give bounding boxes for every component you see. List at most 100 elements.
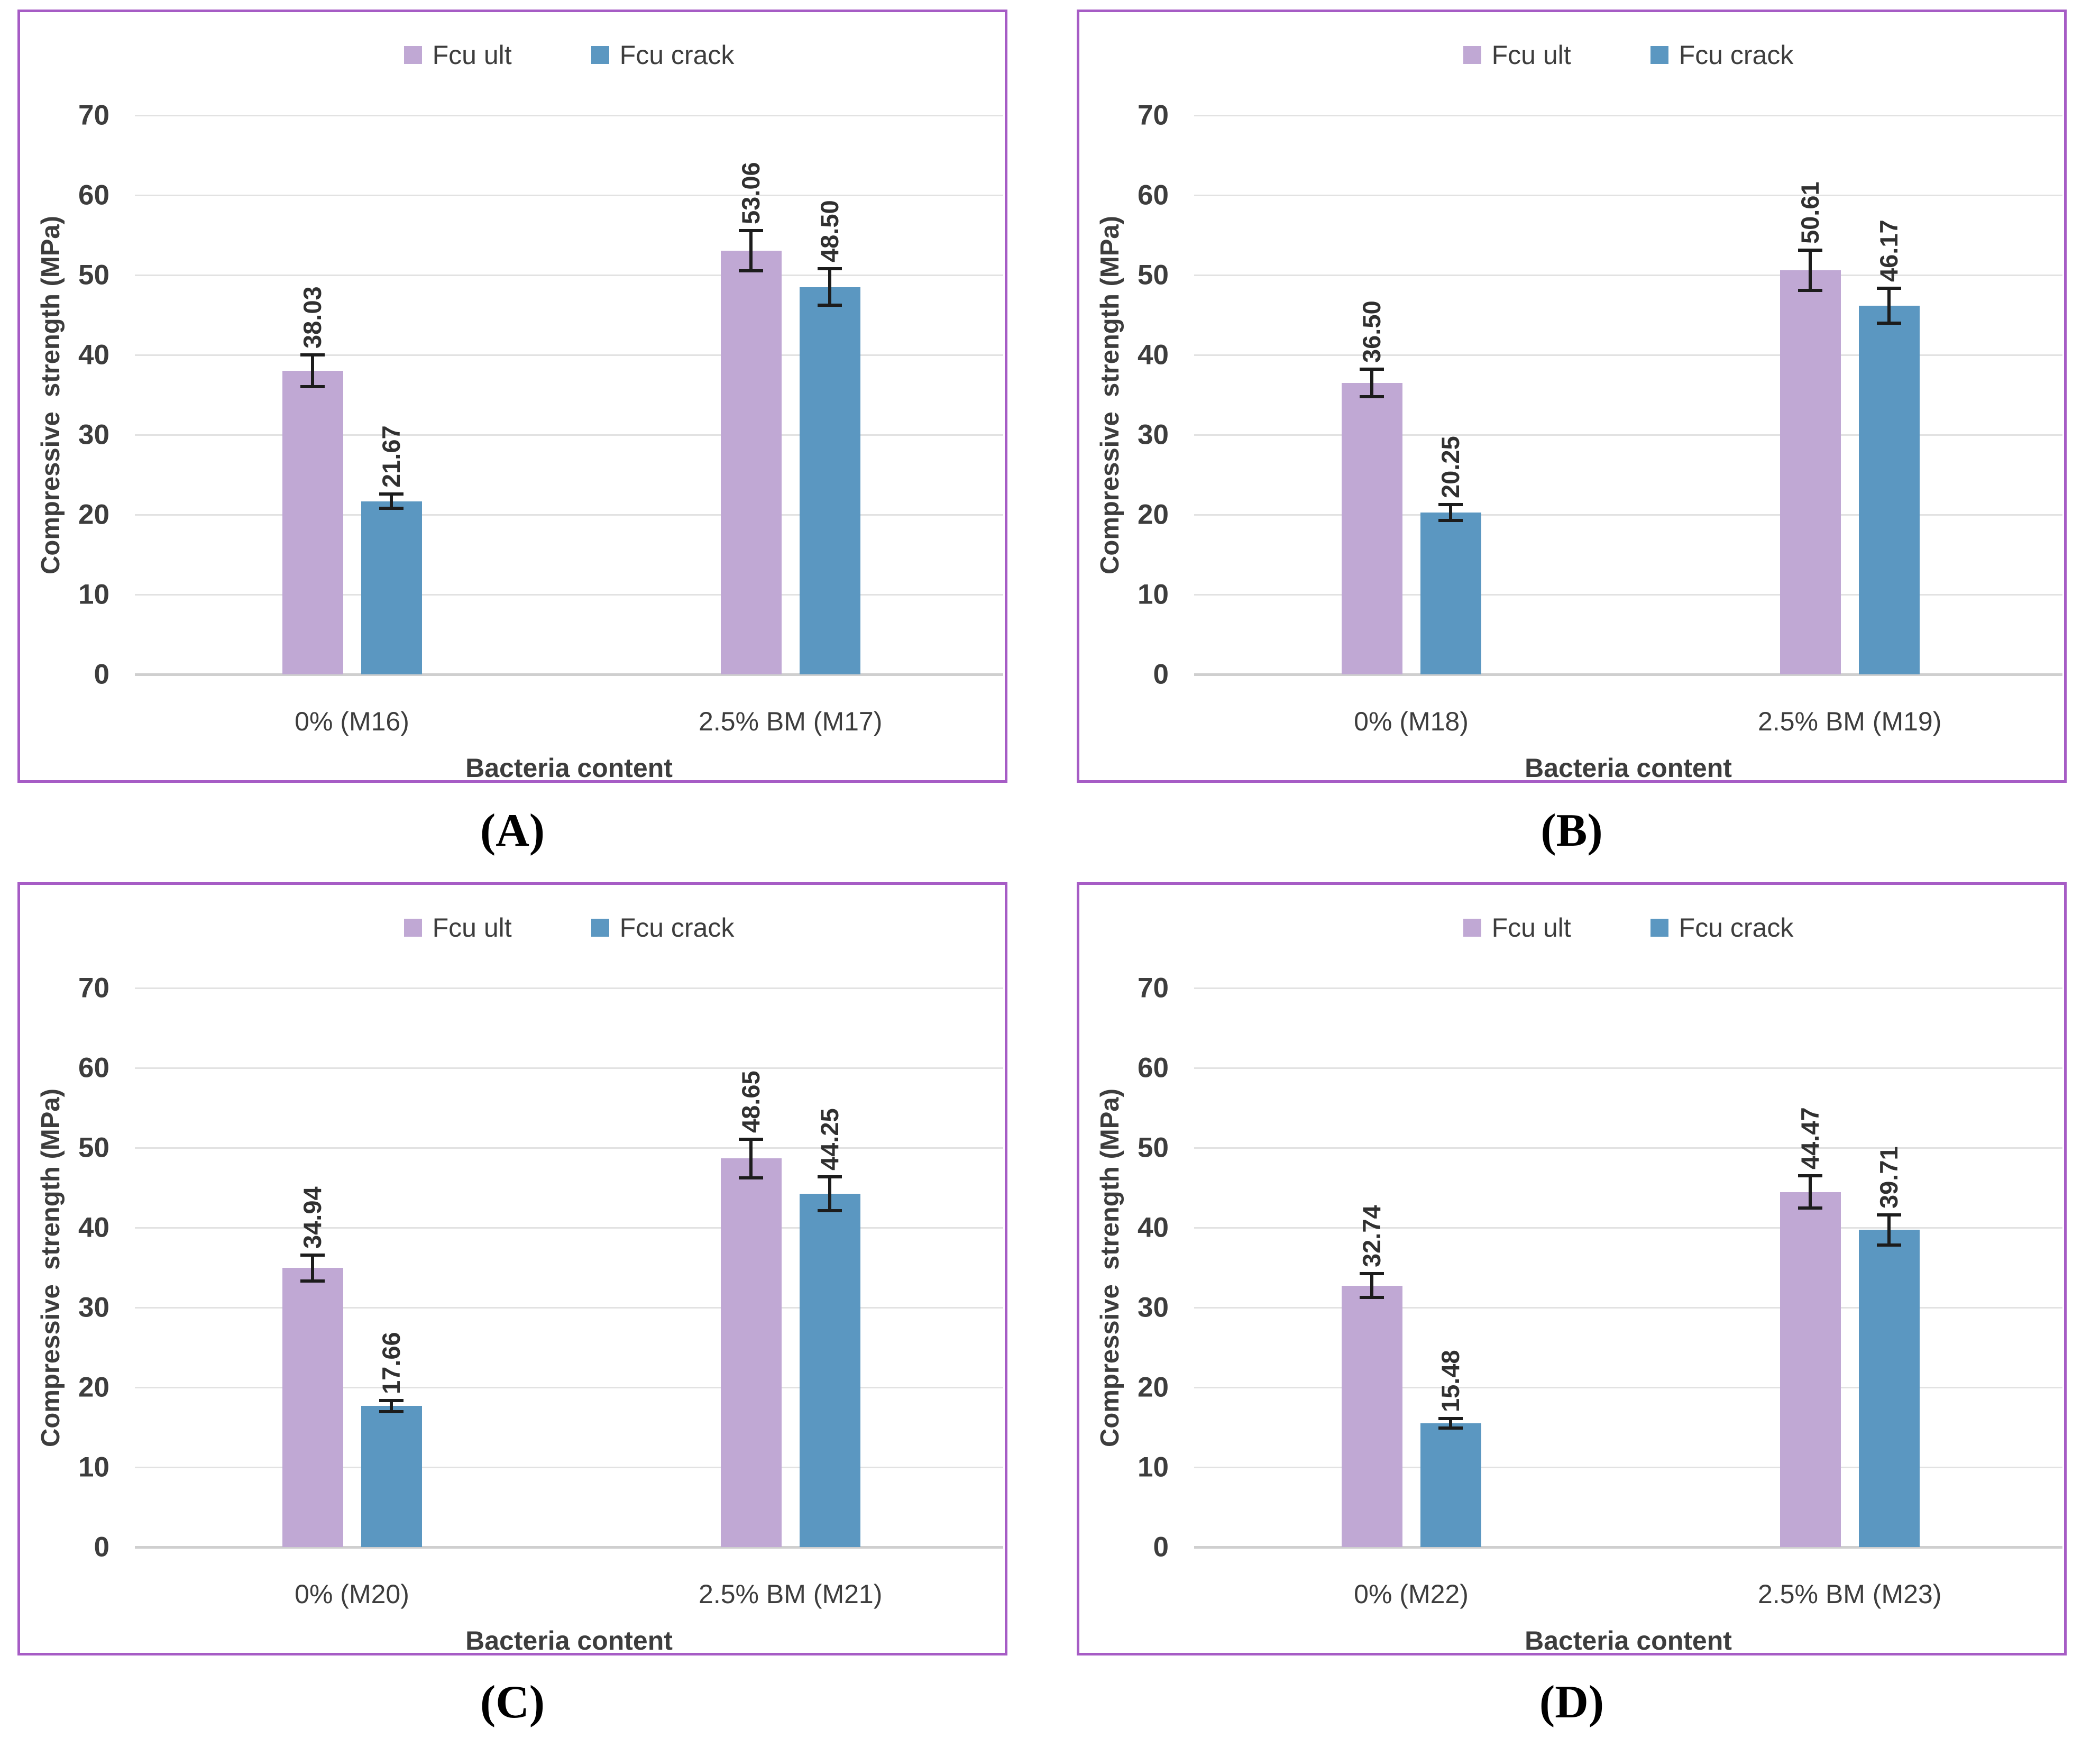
legend-swatch-fcu-ult-icon xyxy=(1463,46,1481,64)
gridline xyxy=(135,434,1003,436)
gridline xyxy=(135,115,1003,116)
gridline xyxy=(135,1467,1003,1468)
error-bar-cap-bottom xyxy=(300,1279,325,1283)
y-tick-label: 40 xyxy=(1138,1212,1169,1243)
y-tick-label: 70 xyxy=(78,972,109,1004)
bar-fcu-ult-0 xyxy=(282,370,343,674)
y-axis-title: Compressive strength (MPa) xyxy=(36,215,65,574)
chart-panel-a: Fcu ult Fcu crack 0 10 20 30 40 50 60 70 38.03 21.6… xyxy=(17,10,1007,783)
legend-label-fcu-crack: Fcu crack xyxy=(1679,40,1794,70)
error-bar-cap-bottom xyxy=(1798,288,1823,292)
bar-fcu-crack-1 xyxy=(1858,305,1920,674)
error-bar-cap-bottom xyxy=(818,304,842,307)
error-bar-cap-bottom xyxy=(1438,1426,1463,1430)
gridline xyxy=(135,1307,1003,1309)
y-tick-label: 0 xyxy=(94,1531,109,1563)
gridline xyxy=(1194,115,2062,116)
x-axis-title: Bacteria content xyxy=(465,753,673,783)
y-tick-label: 70 xyxy=(78,99,109,131)
gridline xyxy=(135,1227,1003,1229)
y-tick-label: 10 xyxy=(1138,579,1169,610)
y-tick-label: 60 xyxy=(1138,1052,1169,1084)
x-category-label-0: 0% (M22) xyxy=(1354,1579,1469,1609)
gridline xyxy=(1194,987,2062,989)
legend-item-fcu-ult: Fcu ult xyxy=(1463,40,1571,70)
error-bar-cap-top xyxy=(379,1398,404,1402)
y-tick-label: 20 xyxy=(78,499,109,530)
y-tick-label: 10 xyxy=(1138,1451,1169,1483)
error-bar-fcu-crack-0 xyxy=(1449,505,1452,521)
y-tick-label: 40 xyxy=(78,339,109,371)
x-category-label-1: 2.5% BM (M23) xyxy=(1758,1579,1942,1609)
error-bar-cap-top xyxy=(818,267,842,270)
bar-fcu-crack-0 xyxy=(361,1406,422,1547)
gridline xyxy=(1194,195,2062,196)
x-category-label-1: 2.5% BM (M21) xyxy=(699,1579,883,1609)
error-bar-fcu-ult-1 xyxy=(749,1139,753,1178)
error-bar-cap-top xyxy=(739,229,764,233)
bar-value-label-fcu-ult-1: 48.65 xyxy=(737,1071,765,1133)
y-tick-label: 40 xyxy=(1138,339,1169,371)
y-tick-label: 0 xyxy=(1153,1531,1169,1563)
y-tick-label: 30 xyxy=(78,419,109,451)
y-tick-label: 50 xyxy=(78,259,109,291)
gridline xyxy=(135,514,1003,516)
error-bar-cap-bottom xyxy=(818,1209,842,1212)
legend-label-fcu-crack: Fcu crack xyxy=(1679,913,1794,943)
error-bar-cap-top xyxy=(1360,368,1384,371)
error-bar-fcu-ult-1 xyxy=(1809,1176,1812,1208)
gridline xyxy=(135,195,1003,196)
bar-value-label-fcu-ult-0: 32.74 xyxy=(1358,1205,1386,1267)
legend: Fcu ult Fcu crack xyxy=(135,40,1003,70)
error-bar-fcu-ult-0 xyxy=(311,354,314,387)
bar-fcu-crack-1 xyxy=(1858,1230,1920,1547)
error-bar-fcu-ult-1 xyxy=(1809,250,1812,290)
y-tick-label: 60 xyxy=(78,179,109,211)
legend-swatch-fcu-crack-icon xyxy=(591,46,609,64)
bar-fcu-ult-1 xyxy=(720,250,782,674)
error-bar-fcu-crack-0 xyxy=(390,1400,393,1412)
x-axis-line xyxy=(135,1546,1003,1549)
x-category-label-0: 0% (M18) xyxy=(1354,707,1469,736)
legend-swatch-fcu-ult-icon xyxy=(1463,919,1481,937)
caption-c: (C) xyxy=(480,1677,545,1728)
gridline xyxy=(1194,434,2062,436)
gridline xyxy=(135,1067,1003,1069)
caption-d: (D) xyxy=(1539,1677,1604,1728)
gridline xyxy=(1194,514,2062,516)
legend-swatch-fcu-crack-icon xyxy=(1650,46,1668,64)
y-tick-label: 10 xyxy=(78,579,109,610)
legend: Fcu ult Fcu crack xyxy=(1194,912,2062,943)
error-bar-fcu-ult-0 xyxy=(1370,1273,1373,1298)
chart-panel-d: Fcu ult Fcu crack 0 10 20 30 40 50 60 70 32.74 15.4… xyxy=(1077,882,2067,1655)
gridline xyxy=(1194,1067,2062,1069)
bar-value-label-fcu-crack-1: 44.25 xyxy=(815,1108,844,1171)
error-bar-cap-top xyxy=(1438,1417,1463,1421)
x-axis-title: Bacteria content xyxy=(1525,753,1732,783)
gridline xyxy=(135,354,1003,356)
legend-swatch-fcu-crack-icon xyxy=(591,919,609,937)
error-bar-fcu-crack-1 xyxy=(828,1177,832,1211)
legend-label-fcu-crack: Fcu crack xyxy=(619,40,735,70)
y-axis-title: Compressive strength (MPa) xyxy=(36,1088,65,1447)
bar-fcu-crack-0 xyxy=(1420,1423,1481,1547)
error-bar-cap-bottom xyxy=(1798,1206,1823,1210)
bar-fcu-crack-0 xyxy=(1420,513,1481,674)
error-bar-cap-top xyxy=(739,1138,764,1141)
gridline xyxy=(1194,354,2062,356)
bar-value-label-fcu-ult-1: 50.61 xyxy=(1796,181,1824,244)
legend-label-fcu-ult: Fcu ult xyxy=(1491,913,1571,943)
gridline xyxy=(135,594,1003,596)
y-axis-title: Compressive strength (MPa) xyxy=(1096,1088,1124,1447)
error-bar-cap-bottom xyxy=(1360,1296,1384,1300)
bar-fcu-ult-0 xyxy=(1341,1285,1402,1547)
gridline xyxy=(1194,275,2062,276)
bar-value-label-fcu-crack-0: 20.25 xyxy=(1436,436,1464,499)
legend: Fcu ult Fcu crack xyxy=(135,912,1003,943)
bar-fcu-ult-1 xyxy=(1780,270,1841,674)
x-category-label-1: 2.5% BM (M17) xyxy=(699,707,883,736)
legend-item-fcu-ult: Fcu ult xyxy=(1463,912,1571,943)
chart-panel-c: Fcu ult Fcu crack 0 10 20 30 40 50 60 70 34.94 17.6… xyxy=(17,882,1007,1655)
legend-label-fcu-ult: Fcu ult xyxy=(432,913,512,943)
bar-value-label-fcu-crack-1: 39.71 xyxy=(1875,1146,1903,1209)
